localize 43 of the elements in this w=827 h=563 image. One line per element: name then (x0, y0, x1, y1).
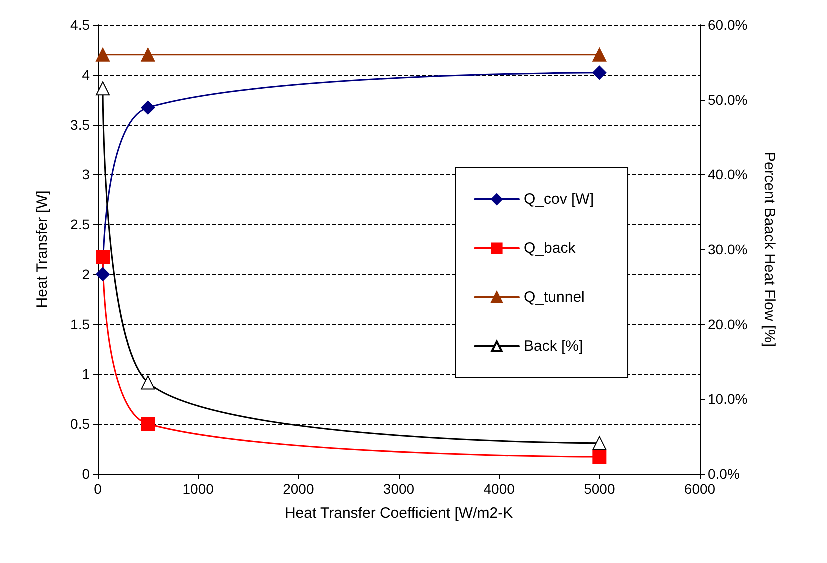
x-tick-label: 0 (94, 481, 102, 497)
y2-tick-label: 20.0% (708, 316, 748, 332)
point (141, 100, 156, 115)
y-tick-label: 4 (82, 66, 90, 83)
y-tick-label: 0 (82, 466, 90, 482)
y-tick-label: 1.5 (70, 316, 90, 332)
y-tick-label: 3.5 (70, 116, 90, 133)
point (592, 66, 607, 80)
x-tick-label: 4000 (484, 481, 516, 497)
x-tick-label: 3000 (383, 481, 415, 497)
x-tick-label: 6000 (684, 481, 716, 497)
y-axis-title: Heat Transfer [W] (34, 190, 51, 308)
legend-label: Q_back (524, 240, 576, 257)
point (141, 376, 156, 390)
point (592, 48, 607, 62)
y-tick-label: 2.5 (70, 216, 90, 233)
x-axis-title: Heat Transfer Coefficient [W/m2-K (284, 505, 514, 522)
y2-tick-label: 50.0% (708, 92, 748, 108)
y2-tick-label: 60.0% (708, 17, 748, 33)
legend-label: Q_tunnel (524, 289, 585, 306)
y2-tick-label: 40.0% (708, 166, 748, 183)
y-tick-label: 0.5 (70, 416, 90, 432)
point (592, 450, 607, 464)
y2-axis-title: Percent Baack Heat Flow [%] (761, 152, 778, 348)
legend-label: Back [%] (524, 338, 584, 355)
y-tick-label: 2 (82, 266, 90, 282)
point (96, 250, 110, 264)
point (96, 82, 110, 96)
x-tick-label: 1000 (182, 481, 214, 497)
x-tick-label: 2000 (283, 481, 314, 497)
y2-tick-label: 30.0% (708, 242, 748, 258)
point (96, 48, 110, 62)
point (141, 48, 156, 62)
point (141, 417, 156, 432)
y-tick-label: 4.5 (70, 17, 90, 33)
y-tick-label: 1 (82, 366, 90, 382)
x-tick-label: 5000 (584, 481, 616, 497)
point (96, 267, 110, 282)
y2-tick-label: 0.0% (708, 466, 740, 482)
point (592, 436, 607, 450)
legend-label: Q_cov [W] (524, 191, 594, 208)
y-tick-label: 3 (82, 166, 90, 183)
y2-tick-label: 10.0% (708, 391, 748, 408)
